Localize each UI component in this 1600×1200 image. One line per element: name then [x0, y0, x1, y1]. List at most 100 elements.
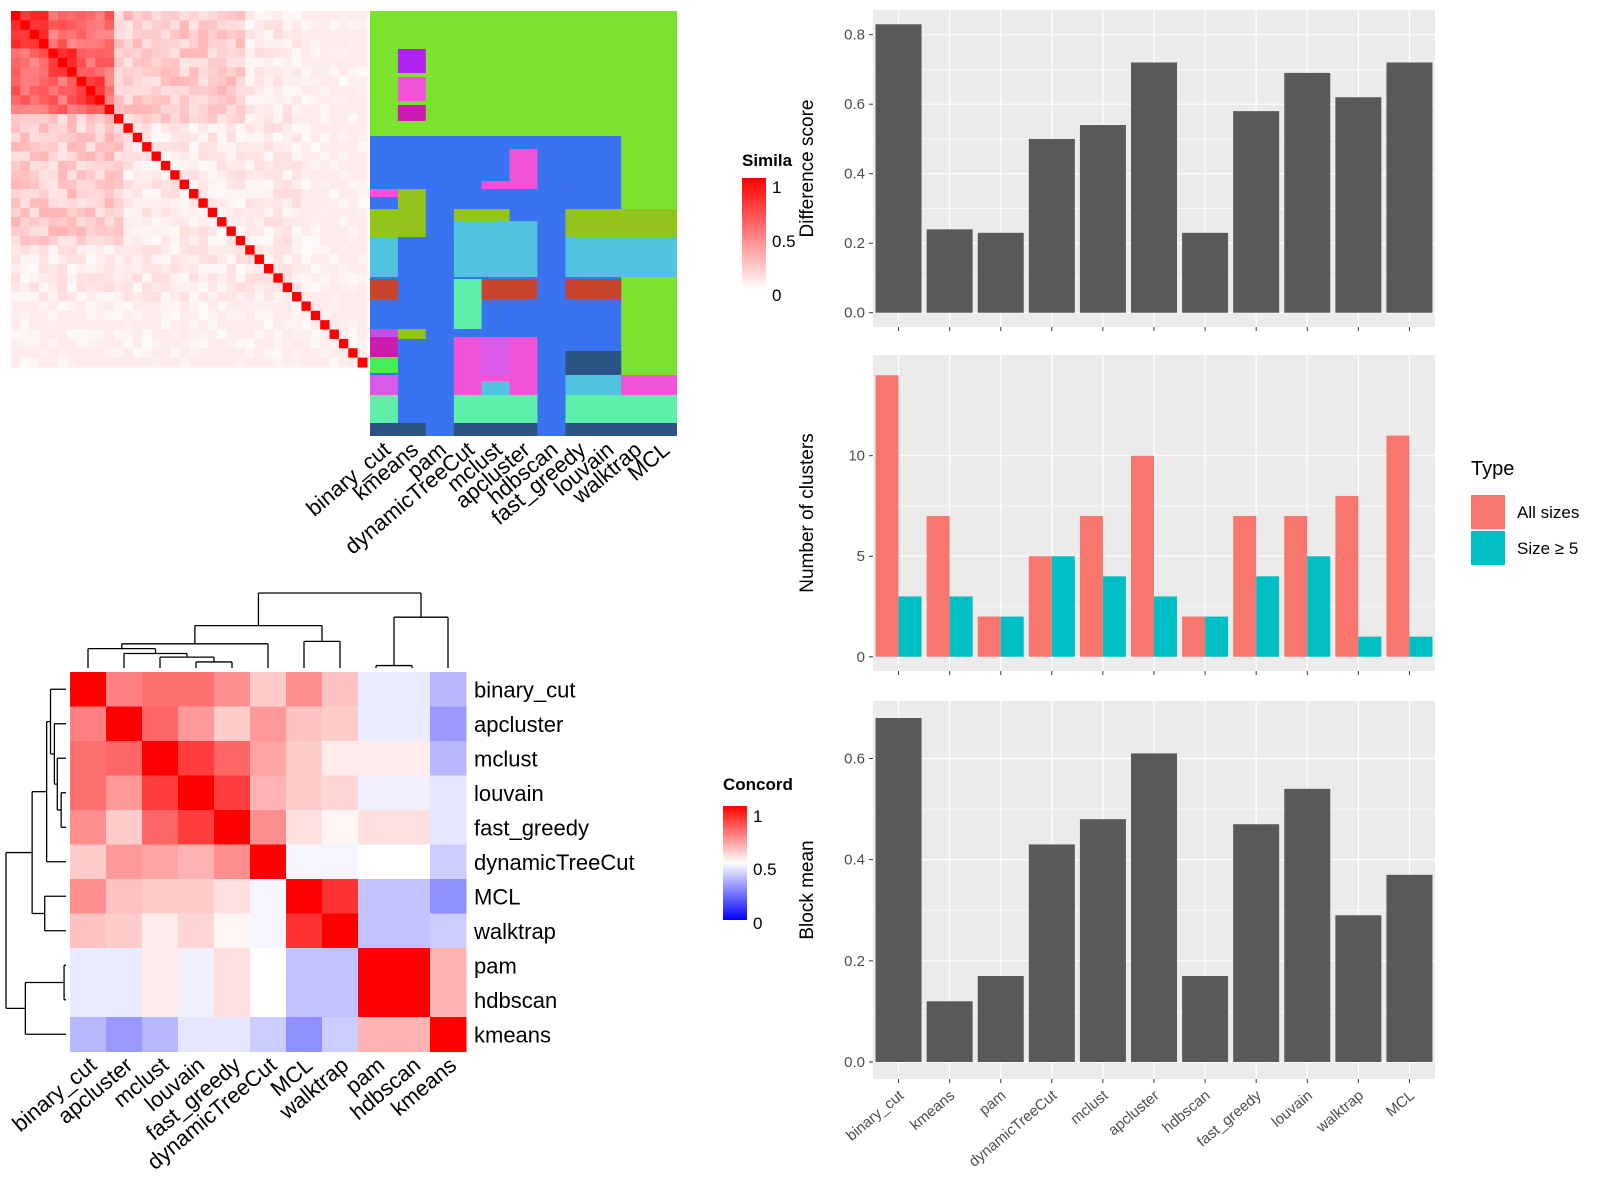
similarity-cell: [338, 329, 349, 340]
cluster-segment: [481, 381, 510, 395]
similarity-cell: [104, 348, 115, 359]
similarity-cell: [29, 226, 40, 237]
similarity-cell: [104, 95, 115, 106]
similarity-cell: [151, 123, 162, 134]
similarity-cell: [76, 282, 87, 293]
concordance-cell: [322, 672, 359, 707]
similarity-cell: [67, 142, 78, 153]
similarity-cell: [235, 142, 246, 153]
similarity-cell: [123, 114, 134, 124]
similarity-cell: [132, 207, 143, 218]
similarity-cell: [329, 160, 340, 171]
concordance-row-label-dynamicTreeCut: dynamicTreeCut: [474, 850, 635, 875]
similarity-cell: [207, 217, 218, 227]
similarity-cell: [329, 357, 340, 368]
similarity-cell: [67, 301, 78, 312]
bar-binary_cut: [875, 24, 922, 313]
concordance-cell: [394, 741, 431, 776]
similarity-cell: [357, 132, 368, 143]
similarity-cell: [235, 338, 246, 349]
similarity-cell: [273, 76, 284, 87]
similarity-cell: [226, 48, 237, 59]
similarity-cell: [273, 357, 284, 368]
similarity-cell: [310, 235, 321, 246]
similarity-cell: [198, 39, 209, 49]
similarity-cell: [273, 29, 284, 40]
similarity-cell: [123, 254, 134, 265]
similarity-cell: [189, 329, 199, 340]
similarity-cell: [39, 310, 49, 321]
similarity-cell: [273, 48, 284, 59]
similarity-cell: [151, 29, 162, 40]
similarity-cell: [263, 198, 274, 209]
similarity-cell: [57, 11, 68, 21]
bar-dynamicTreeCut: [1028, 138, 1075, 313]
similarity-cell: [189, 217, 199, 227]
similarity-cell: [104, 85, 115, 96]
similarity-cell: [20, 142, 31, 153]
concordance-cell: [142, 844, 179, 880]
similarity-cell: [142, 160, 153, 171]
similarity-cell: [348, 292, 359, 302]
similarity-cell: [310, 282, 321, 293]
similarity-cell: [254, 254, 265, 265]
similarity-cell: [151, 245, 162, 256]
similarity-cell: [85, 170, 96, 181]
bar-Size ≥ 5-pam: [1000, 616, 1024, 657]
similarity-cell: [217, 95, 227, 106]
similarity-cell: [198, 48, 209, 59]
similarity-cell: [95, 282, 106, 293]
similarity-cell: [142, 348, 153, 359]
similarity-cell: [217, 67, 227, 78]
y-axis-title: Number of clusters: [797, 433, 818, 592]
similarity-cell: [179, 263, 190, 274]
concordance-cell: [430, 982, 467, 1018]
similarity-cell: [114, 39, 124, 49]
similarity-cell: [95, 151, 106, 162]
similarity-cell: [207, 20, 218, 31]
similarity-cell: [292, 338, 302, 349]
similarity-cell: [329, 310, 340, 321]
similarity-cell: [329, 282, 340, 293]
concordance-cell: [142, 741, 179, 776]
similarity-cell: [235, 263, 246, 274]
similarity-cell: [217, 338, 227, 349]
similarity-cell: [207, 245, 218, 256]
similarity-cell: [189, 39, 199, 49]
concordance-cell: [106, 982, 143, 1018]
similarity-cell: [254, 310, 265, 321]
concordance-cell: [70, 948, 107, 983]
similarity-cell: [104, 338, 115, 349]
similarity-cell: [263, 67, 274, 78]
similarity-cell: [235, 20, 246, 31]
concordance-cell: [70, 672, 107, 707]
similarity-cell: [329, 48, 340, 59]
similarity-cell: [85, 310, 96, 321]
similarity-cell: [95, 338, 106, 349]
similarity-cell: [235, 11, 246, 21]
similarity-cell: [20, 245, 31, 256]
similarity-cell: [57, 357, 68, 368]
similarity-cell: [85, 20, 96, 31]
concordance-cell: [214, 948, 251, 983]
concordance-cell: [250, 775, 287, 811]
similarity-cell: [254, 142, 265, 153]
cluster-segment: [370, 279, 398, 299]
similarity-cell: [48, 357, 59, 368]
similarity-cell: [310, 263, 321, 274]
similarity-cell: [245, 226, 256, 237]
similarity-cell: [329, 151, 340, 162]
bar-Size ≥ 5-MCL: [1409, 636, 1433, 657]
similarity-cell: [357, 329, 368, 340]
similarity-cell: [104, 67, 115, 78]
bar-All sizes-fast_greedy: [1233, 516, 1257, 657]
similarity-cell: [310, 132, 321, 143]
similarity-cell: [217, 263, 227, 274]
concordance-cell: [142, 775, 179, 811]
similarity-cell: [48, 207, 59, 218]
similarity-cell: [39, 76, 49, 87]
similarity-cell: [273, 273, 284, 284]
similarity-cell: [114, 292, 124, 302]
similarity-cell: [301, 57, 312, 68]
concordance-row-label-hdbscan: hdbscan: [474, 988, 557, 1013]
